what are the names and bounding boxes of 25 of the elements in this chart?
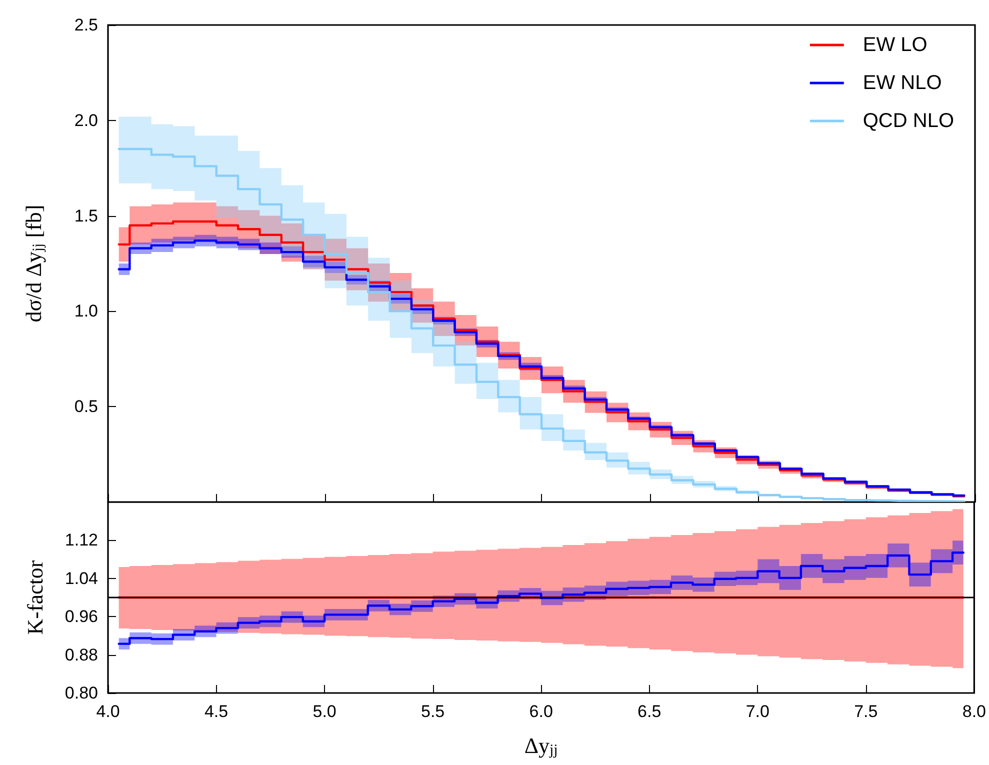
y-tick-label: 1.04 (64, 568, 98, 588)
x-tick-label: 6.5 (638, 702, 662, 721)
x-tick-label: 4.5 (204, 702, 228, 721)
legend-label: EW NLO (862, 72, 942, 94)
y-axis-title: K-factor (22, 560, 48, 635)
y-tick-label: 2.5 (74, 16, 98, 34)
x-tick-label: 7.0 (746, 702, 770, 721)
y-tick-label: 0.80 (64, 684, 98, 702)
y-axis-title: dσ/d Δyjj [fb] (21, 204, 46, 322)
x-tick-label: 5.0 (312, 702, 336, 721)
x-tick-label: 7.5 (854, 702, 878, 721)
y-tick-label: 2.0 (74, 110, 98, 130)
y-tick-label: 0.96 (64, 607, 98, 626)
y-tick-label: 0.88 (64, 645, 98, 664)
y-tick-label: 1.0 (74, 302, 98, 321)
x-tick-label: 5.5 (421, 702, 445, 721)
legend-label: EW LO (862, 34, 928, 56)
legend-label: QCD NLO (862, 110, 954, 132)
x-axis-title: Δyjj (524, 733, 558, 758)
y-tick-label: 1.12 (64, 530, 98, 550)
x-tick-label: 4.0 (96, 702, 120, 721)
x-tick-label: 6.0 (529, 702, 553, 721)
y-tick-label: 0.5 (74, 397, 98, 416)
y-tick-label: 1.5 (74, 206, 98, 226)
x-tick-label: 8.0 (962, 702, 986, 721)
